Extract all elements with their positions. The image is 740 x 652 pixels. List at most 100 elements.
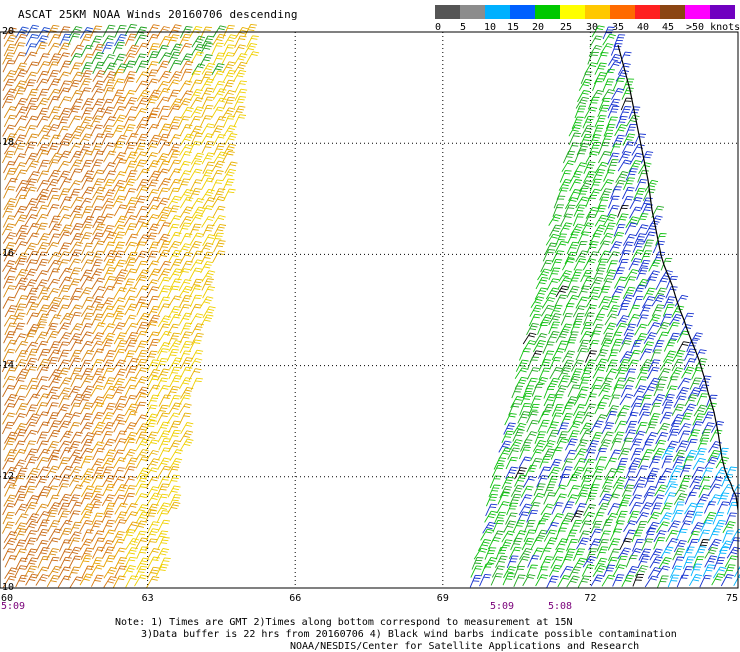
wind-barb [47,441,60,452]
wind-barb [597,53,609,65]
wind-barb [26,134,38,146]
wind-barb [81,403,93,415]
wind-barb [24,187,37,198]
wind-barb [633,285,645,297]
wind-barb [705,457,718,468]
wind-barb [180,197,193,208]
wind-barb [169,117,181,129]
wind-barb [598,105,610,117]
wind-barb [146,432,159,443]
wind-barb [158,537,170,549]
wind-barb [103,530,116,541]
pass-time-mid: 5:09 [490,601,514,612]
wind-barb [124,315,136,326]
wind-barb [645,576,658,587]
wind-barb [571,321,582,333]
wind-barb [553,549,565,561]
wind-barb [170,44,183,55]
wind-barb [211,126,224,137]
longitude-label: 63 [142,593,154,604]
wind-barb [148,171,161,182]
wind-barb [26,207,38,219]
wind-barb [47,205,59,217]
wind-barb [515,468,527,480]
wind-barb [596,449,607,461]
latitude-label: 10 [2,582,14,593]
wind-barb [81,160,93,172]
wind-barb [48,557,60,569]
wind-barb [213,251,225,262]
longitude-label: 72 [584,593,596,604]
wind-barb [3,216,15,228]
wind-barb [604,270,616,282]
wind-barb [677,575,688,587]
wind-barb [126,234,138,246]
wind-barb [670,421,682,433]
wind-barb [515,377,528,388]
wind-barb [179,81,192,92]
wind-barb [158,207,171,218]
wind-barb [36,341,48,353]
wind-barb [524,432,537,443]
wind-barb [717,502,729,514]
wind-barb [721,575,733,587]
longitude-label: 69 [437,593,449,604]
wind-barb [25,502,38,513]
wind-barb [632,431,645,442]
wind-barb [101,395,113,406]
wind-barb [235,89,247,101]
wind-barb [640,349,652,360]
wind-barb [35,504,48,515]
wind-barb [36,98,49,109]
wind-barb [147,332,160,343]
wind-barb [25,449,38,460]
wind-barb [607,494,620,505]
wind-barb [545,538,558,549]
wind-barb [568,332,579,344]
wind-barb [530,396,542,408]
wind-barb [572,467,585,478]
wind-barb [37,180,50,191]
wind-barb [115,270,128,281]
wind-barb [70,577,83,588]
wind-barb [609,450,621,462]
wind-barb [600,233,613,244]
wind-barb [559,271,572,282]
wind-barb [589,135,601,147]
longitude-label: 75 [726,593,738,604]
wind-barb [618,448,630,460]
wind-barb [212,64,225,75]
wind-barb [492,566,504,578]
wind-barb [640,503,653,514]
wind-barb [693,504,704,516]
wind-barb [213,53,225,65]
wind-barb [573,405,585,416]
wind-barb [113,42,125,54]
wind-barb [81,277,94,288]
wind-barb [633,484,645,496]
wind-barb [93,287,106,298]
wind-barb [169,459,182,470]
wind-barb [670,566,682,578]
wind-barb [615,125,628,136]
wind-barb [633,574,644,586]
wind-barb [557,188,568,200]
wind-barb [146,261,159,272]
wind-barb [223,45,235,57]
wind-barb [568,232,580,244]
wind-barb [615,367,627,379]
wind-barb [135,27,147,38]
wind-barb [124,439,136,451]
wind-barb [483,522,496,533]
wind-barb [593,79,604,91]
wind-barb [234,115,246,127]
wind-barb [158,261,171,272]
wind-barb [637,268,649,280]
wind-barb [136,450,149,461]
wind-barb [37,529,49,541]
wind-barb [58,232,71,243]
wind-barb [38,54,50,66]
wind-barb [46,395,59,406]
wind-barb [136,261,148,273]
wind-barb [552,349,564,361]
